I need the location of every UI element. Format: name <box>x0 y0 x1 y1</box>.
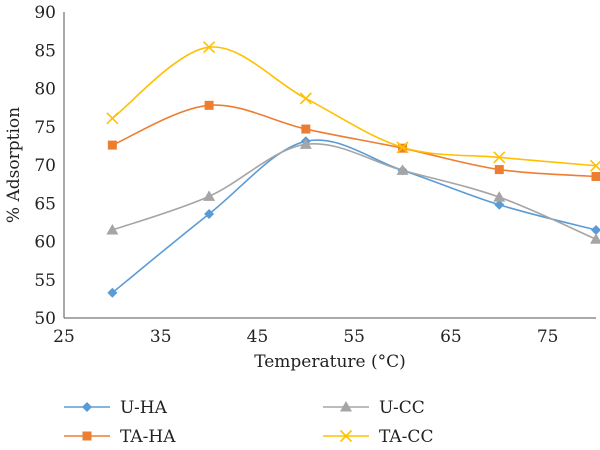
legend-item: U-HA <box>64 398 168 418</box>
x-tick-labels: 25 35 45 55 65 75 <box>53 327 558 347</box>
y-tick-label: 75 <box>34 118 56 138</box>
series-u-cc <box>106 138 600 244</box>
data-point <box>396 164 409 175</box>
data-point <box>299 92 312 105</box>
y-tick-label: 80 <box>34 80 56 100</box>
y-tick-label: 70 <box>34 156 56 176</box>
data-point <box>396 141 409 154</box>
x-tick-label: 35 <box>150 327 172 347</box>
data-point <box>203 41 216 54</box>
y-tick-labels: 50 55 60 65 70 75 80 85 90 <box>34 3 56 329</box>
legend-marker <box>82 431 92 441</box>
data-point <box>299 138 312 149</box>
data-point <box>494 199 505 210</box>
legend-item: TA-CC <box>323 427 433 447</box>
x-tick-label: 25 <box>53 327 75 347</box>
legend-marker <box>82 402 92 412</box>
data-point <box>107 287 118 298</box>
x-tick-label: 75 <box>537 327 559 347</box>
series-ta-ha <box>107 100 600 181</box>
legend-label: U-CC <box>379 398 425 418</box>
legend-label: TA-HA <box>120 427 176 447</box>
x-tick-label: 65 <box>440 327 462 347</box>
data-point <box>591 225 600 236</box>
legend-item: U-CC <box>323 398 425 418</box>
legend-marker <box>340 401 352 412</box>
y-tick-label: 65 <box>34 194 56 214</box>
data-point <box>591 171 600 181</box>
data-point <box>106 224 119 235</box>
series-layer <box>106 41 600 298</box>
series-line <box>111 46 597 167</box>
data-point <box>107 140 117 150</box>
data-point <box>204 100 214 110</box>
legend-label: TA-CC <box>379 427 433 447</box>
data-point <box>203 190 216 201</box>
y-tick-label: 85 <box>34 41 56 61</box>
data-point <box>590 233 600 244</box>
series-line <box>112 104 597 178</box>
y-axis-label: % Adsorption <box>4 107 24 223</box>
legend: U-HA U-CC TA-HA TA-CC <box>64 398 433 447</box>
legend-label: U-HA <box>120 398 168 418</box>
series-u-ha <box>107 136 600 298</box>
legend-marker <box>339 429 353 443</box>
y-tick-label: 90 <box>34 3 56 23</box>
y-tick-label: 60 <box>34 233 56 253</box>
axes <box>63 12 596 319</box>
series-ta-cc <box>106 41 600 172</box>
data-point <box>493 151 506 164</box>
data-point <box>204 208 215 219</box>
y-tick-label: 50 <box>34 309 56 329</box>
x-tick-label: 55 <box>343 327 365 347</box>
data-point <box>106 112 119 125</box>
series-line <box>111 139 597 294</box>
data-point <box>494 165 504 175</box>
x-tick-label: 45 <box>247 327 269 347</box>
x-axis-label: Temperature (°C) <box>254 352 406 372</box>
data-point <box>301 124 311 134</box>
legend-item: TA-HA <box>64 427 176 447</box>
y-tick-label: 55 <box>34 271 56 291</box>
data-point <box>493 191 506 202</box>
series-line <box>112 142 597 240</box>
